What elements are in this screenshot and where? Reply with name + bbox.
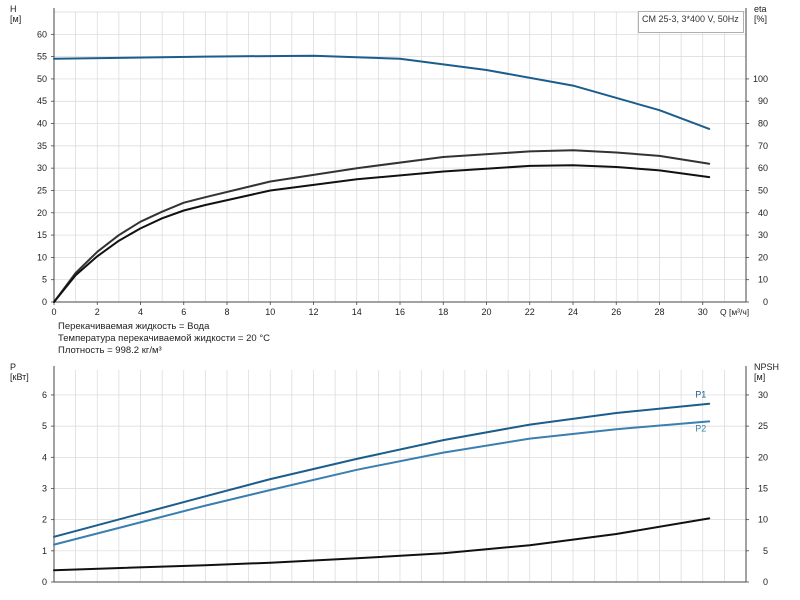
x-tick-label: 14 [352, 307, 362, 317]
right-tick-label: 40 [758, 208, 768, 218]
left-tick-label: 6 [42, 390, 47, 400]
right-tick-label: 80 [758, 119, 768, 129]
left-tick-label: 3 [42, 483, 47, 493]
left-tick-label: 5 [42, 421, 47, 431]
x-tick-label: 12 [308, 307, 318, 317]
temperature-info-line: Температура перекачиваемой жидкости = 20… [58, 333, 270, 344]
left-tick-label: 5 [42, 275, 47, 285]
x-tick-label: 8 [224, 307, 229, 317]
density-info-line: Плотность = 998.2 кг/м³ [58, 345, 162, 356]
right-tick-label: 30 [758, 390, 768, 400]
series-label-p1: P1 [695, 390, 706, 400]
left-tick-label: 2 [42, 515, 47, 525]
left-tick-label: 35 [37, 141, 47, 151]
right-axis-title: eta [754, 4, 767, 14]
left-tick-label: 0 [42, 297, 47, 307]
left-axis-title: [кВт] [10, 372, 29, 382]
right-tick-label: 50 [758, 185, 768, 195]
right-tick-label: 60 [758, 163, 768, 173]
series-line-p2 [53, 420, 711, 546]
left-axis-title: [м] [10, 14, 21, 24]
right-tick-label: 70 [758, 141, 768, 151]
right-tick-label: 20 [758, 452, 768, 462]
x-axis-label: Q [м³/ч] [720, 307, 749, 317]
x-tick-label: 10 [265, 307, 275, 317]
right-tick-label: 30 [758, 230, 768, 240]
right-axis-title: NPSH [754, 362, 779, 372]
left-axis-title: H [10, 4, 17, 14]
right-tick-label: 0 [763, 577, 768, 587]
series-line-p1 [53, 402, 711, 538]
x-tick-label: 2 [95, 307, 100, 317]
right-tick-label: 10 [758, 515, 768, 525]
left-axis-title: P [10, 362, 16, 372]
left-tick-label: 50 [37, 74, 47, 84]
right-tick-label: 25 [758, 421, 768, 431]
right-tick-label: 10 [758, 275, 768, 285]
left-tick-label: 0 [42, 577, 47, 587]
x-tick-label: 6 [181, 307, 186, 317]
labels-layer: 0510152025303540455055600102030405060708… [10, 4, 779, 587]
left-tick-label: 10 [37, 252, 47, 262]
left-tick-label: 55 [37, 52, 47, 62]
grid-layer [53, 11, 747, 583]
left-tick-label: 1 [42, 546, 47, 556]
x-tick-label: 16 [395, 307, 405, 317]
left-tick-label: 30 [37, 163, 47, 173]
series-line [53, 164, 711, 303]
series-line [53, 149, 711, 303]
left-tick-label: 20 [37, 208, 47, 218]
x-tick-label: 4 [138, 307, 143, 317]
series-line [53, 517, 711, 572]
left-tick-label: 25 [37, 185, 47, 195]
x-tick-label: 26 [611, 307, 621, 317]
right-axis-title: [м] [754, 372, 765, 382]
right-tick-label: 100 [753, 74, 768, 84]
x-tick-label: 0 [51, 307, 56, 317]
axes-layer [51, 8, 749, 583]
x-tick-label: 22 [525, 307, 535, 317]
left-tick-label: 60 [37, 29, 47, 39]
left-tick-label: 45 [37, 96, 47, 106]
series-layer [53, 54, 711, 572]
left-tick-label: 40 [37, 119, 47, 129]
left-tick-label: 15 [37, 230, 47, 240]
right-tick-label: 5 [763, 546, 768, 556]
right-tick-label: 90 [758, 96, 768, 106]
x-tick-label: 24 [568, 307, 578, 317]
fluid-info-line: Перекачиваемая жидкость = Вода [58, 321, 210, 332]
series-label-p2: P2 [695, 423, 706, 433]
series-line [53, 54, 711, 130]
x-tick-label: 20 [481, 307, 491, 317]
right-axis-title: [%] [754, 14, 767, 24]
right-tick-label: 20 [758, 252, 768, 262]
x-tick-label: 18 [438, 307, 448, 317]
x-tick-label: 30 [698, 307, 708, 317]
x-tick-label: 28 [654, 307, 664, 317]
pump-model-label: CM 25-3, 3*400 V, 50Hz [638, 11, 744, 33]
right-tick-label: 0 [763, 297, 768, 307]
right-tick-label: 15 [758, 483, 768, 493]
left-tick-label: 4 [42, 452, 47, 462]
